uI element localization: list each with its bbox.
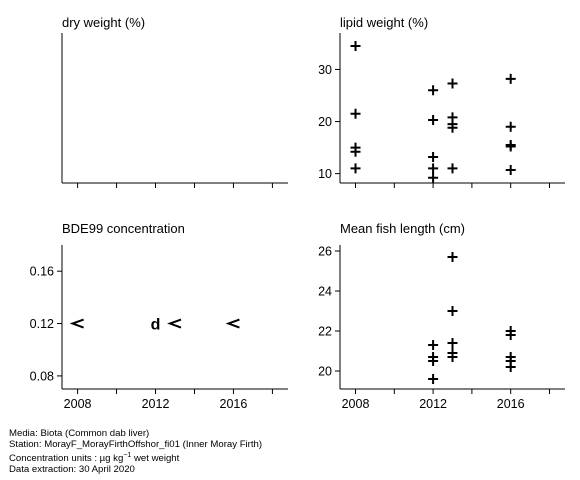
data-point-plus (350, 41, 361, 52)
data-point-plus (350, 108, 361, 119)
data-point-plus (447, 163, 458, 174)
data-point-plus (447, 122, 458, 133)
x-tick-label: 2016 (497, 397, 525, 411)
data-point-plus (505, 141, 516, 152)
units-exponent: −1 (123, 452, 132, 459)
units-suffix: wet weight (131, 453, 180, 465)
footer-notes: Media: Biota (Common dab liver) Station:… (9, 428, 262, 475)
footer-station: Station: MorayF_MorayFirthOffshor_fi01 (… (9, 439, 263, 450)
data-point-plus (428, 172, 439, 183)
data-point-plus (428, 85, 439, 96)
data-point-plus (428, 356, 439, 366)
y-tick-label: 0.08 (30, 369, 54, 383)
data-point-less-than (167, 318, 182, 329)
data-point-plus (428, 340, 439, 350)
panel-bde99-concentration: BDE99 concentration 2008 2012 2016 0.08 0.12 0… (30, 221, 288, 411)
y-tick-label: 22 (318, 325, 332, 339)
y-tick-label: 0.16 (30, 265, 54, 279)
data-point-plus (428, 114, 439, 125)
footer-units: Concentration units : µg kg−1 wet weight (9, 450, 262, 464)
y-tick-label: 10 (318, 167, 332, 181)
data-point-plus (447, 78, 458, 89)
y-tick-label: 20 (318, 115, 332, 129)
data-point-plus (350, 146, 361, 157)
x-tick-label: 2008 (64, 397, 92, 411)
units-prefix: Concentration units : µg kg (9, 453, 124, 465)
x-tick-label: 2016 (220, 397, 248, 411)
data-point-plus (505, 121, 516, 132)
y-tick-label: 0.12 (30, 317, 54, 331)
footer-extraction: Data extraction: 30 April 2020 (9, 464, 135, 476)
data-point-plus (505, 73, 516, 84)
panel-dry-weight: dry weight (%) (61, 15, 288, 188)
panel-title-bde99: BDE99 concentration (62, 221, 185, 236)
panel-lipid-weight: lipid weight (%) 10 20 30 (318, 15, 565, 188)
y-tick-label: 24 (318, 285, 332, 299)
data-point-less-than (225, 318, 240, 329)
data-point-plus (428, 374, 439, 384)
data-point-plus (505, 362, 516, 372)
panel-title-lipid: lipid weight (%) (340, 15, 428, 30)
panel-title-length: Mean fish length (cm) (340, 221, 465, 236)
x-tick-label: 2012 (419, 397, 447, 411)
data-point-plus (505, 164, 516, 175)
data-point-plus (447, 338, 458, 348)
data-point-less-than (69, 318, 84, 329)
data-point-plus (447, 352, 458, 362)
data-point-plus (505, 330, 516, 340)
footer-media: Media: Biota (Common dab liver) (9, 428, 150, 439)
data-point-plus (428, 151, 439, 162)
data-point-plus (350, 163, 361, 174)
data-point-symbol: d (151, 317, 161, 334)
panel-mean-fish-length: Mean fish length (cm) 2008 2012 2016 20 22 24 2… (318, 221, 565, 411)
data-point-plus (447, 252, 458, 262)
data-point-plus (447, 306, 458, 316)
x-tick-label: 2008 (342, 397, 370, 411)
y-tick-label: 20 (318, 365, 332, 379)
x-tick-label: 2012 (142, 397, 170, 411)
y-tick-label: 26 (318, 245, 332, 259)
y-tick-label: 30 (318, 63, 332, 77)
data-point-plus (428, 163, 439, 174)
panel-title-dry: dry weight (%) (62, 15, 145, 30)
